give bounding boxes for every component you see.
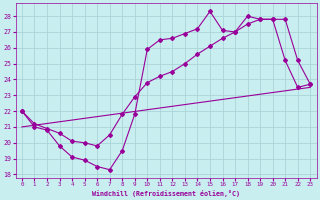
X-axis label: Windchill (Refroidissement éolien,°C): Windchill (Refroidissement éolien,°C): [92, 190, 240, 197]
